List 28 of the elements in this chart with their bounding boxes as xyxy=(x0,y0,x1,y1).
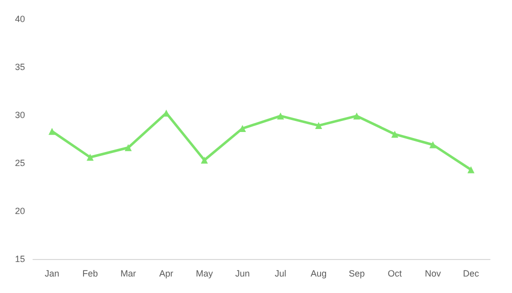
y-tick-label: 15 xyxy=(14,254,25,264)
x-tick-label: Oct xyxy=(388,268,402,278)
point xyxy=(124,144,132,152)
x-tick-label: May xyxy=(196,268,214,278)
x-tick-label: Dec xyxy=(462,268,480,278)
point xyxy=(48,128,56,135)
y-tick-label: 35 xyxy=(14,62,25,72)
point xyxy=(315,122,322,130)
point xyxy=(353,112,360,120)
x-tick-label: Mar xyxy=(120,268,136,278)
y-tick-label: 25 xyxy=(14,158,25,168)
x-tick-label: Sep xyxy=(348,268,365,278)
point xyxy=(200,156,208,164)
point xyxy=(86,154,94,161)
x-tick-label: Jul xyxy=(274,268,286,278)
x-tick-label: Nov xyxy=(424,268,442,278)
point xyxy=(277,112,284,120)
x-tick-label: Apr xyxy=(159,268,174,278)
x-tick-label: Jan xyxy=(44,268,60,278)
point xyxy=(391,130,398,138)
x-tick-label: Aug xyxy=(310,268,327,278)
y-tick-label: 20 xyxy=(14,206,25,216)
point xyxy=(429,141,436,148)
x-tick-label: Feb xyxy=(82,268,98,278)
y-tick-label: 40 xyxy=(14,14,25,24)
point xyxy=(467,166,474,174)
y-tick-label: 30 xyxy=(14,110,25,120)
x-tick-label: Jun xyxy=(235,268,250,278)
